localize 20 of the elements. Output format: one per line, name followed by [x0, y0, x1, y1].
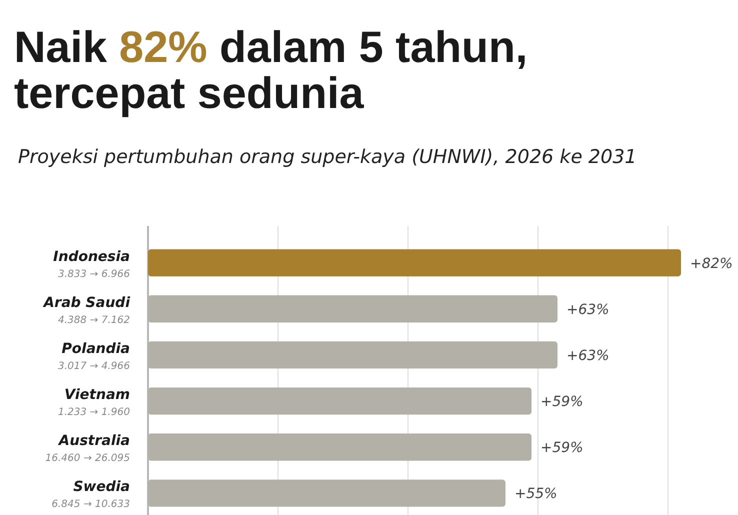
- bar: [148, 295, 558, 322]
- data-label: +82%: [690, 256, 733, 272]
- y-tick-label: Vietnam 1.233 → 1.960: [58, 387, 130, 418]
- bar: [148, 387, 532, 415]
- data-label: +63%: [566, 302, 610, 318]
- y-tick-label: Arab Saudi 4.388 → 7.162: [42, 294, 130, 326]
- bar: [148, 341, 558, 369]
- chart-subtitle: Proyeksi pertumbuhan orang super-kaya (UHNWI), 2026 ke 2031: [18, 146, 637, 168]
- bar: [148, 249, 681, 276]
- data-label: +59%: [540, 440, 584, 456]
- bar: [148, 480, 506, 507]
- data-label: +59%: [540, 394, 584, 410]
- y-tick-label: Polandia 3.017 → 4.966: [58, 340, 130, 372]
- chart-title: Naik 82% dalam 5 tahun, tercepat sedunia: [14, 23, 528, 118]
- y-tick-label: Australia 16.460 → 26.095: [45, 433, 130, 464]
- y-tick-label: Swedia 6.845 → 10.633: [52, 479, 130, 510]
- y-tick-label: Indonesia 3.833 → 6.966: [53, 248, 130, 280]
- data-label: +63%: [566, 348, 610, 364]
- data-label: +55%: [514, 486, 558, 502]
- bar: [148, 434, 532, 461]
